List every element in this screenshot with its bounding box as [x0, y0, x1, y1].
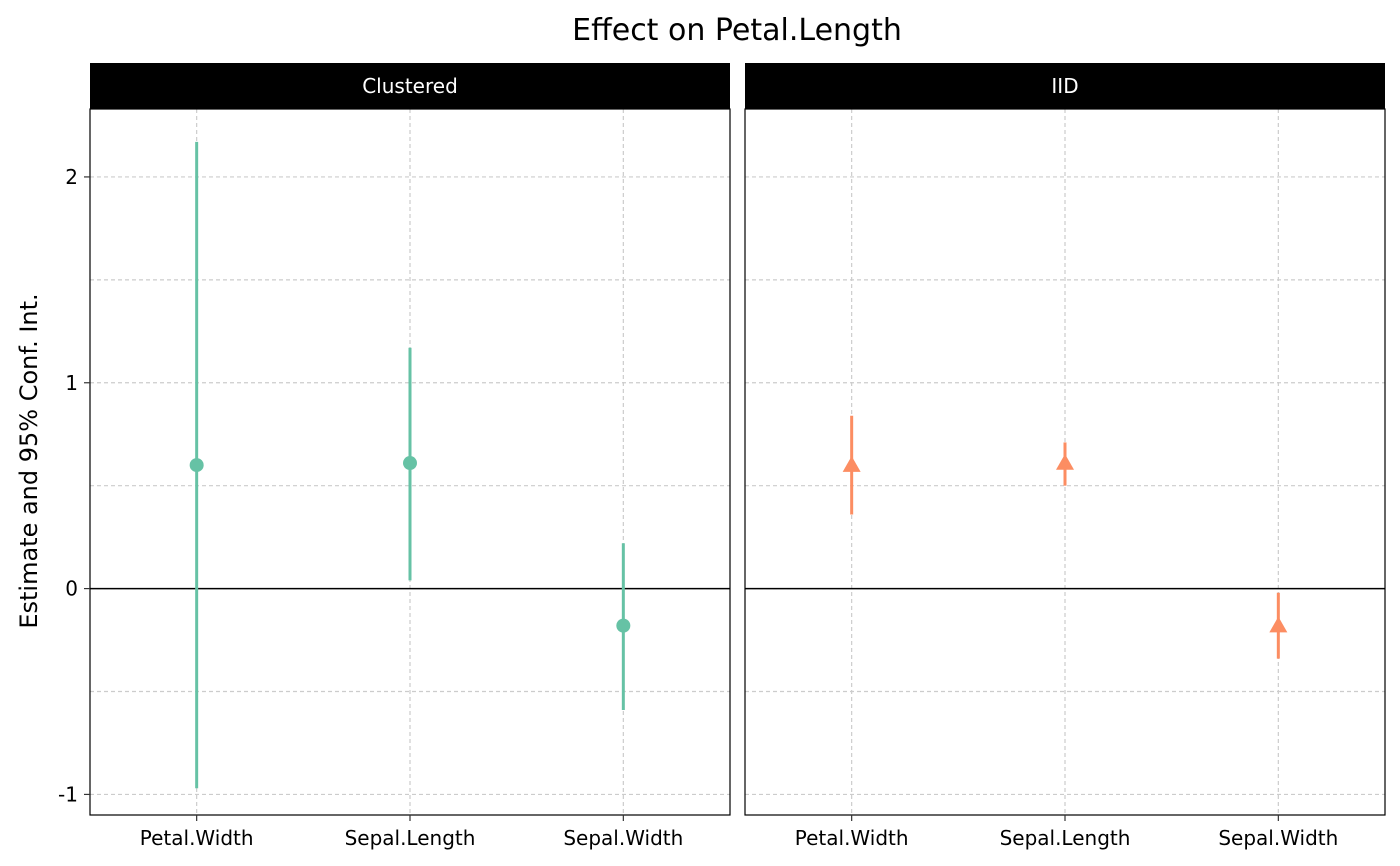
y-tick-label: 2: [65, 165, 78, 189]
panels-layer: Clustered Petal.Width Sepal.Length Sepal.Wi…: [89, 63, 1386, 850]
panel-strip: [745, 63, 1385, 109]
estimate-point-petal-width: [189, 458, 204, 473]
y-tick-label: 0: [65, 577, 78, 601]
estimate-point-sepal-length: [403, 456, 417, 471]
estimate-point-sepal-width: [616, 618, 631, 633]
panel-strip-label: IID: [1051, 74, 1078, 98]
y-axis: -1 0 1 2: [58, 165, 90, 806]
y-tick-label: -1: [58, 782, 78, 806]
panel-strip-label: Clustered: [362, 74, 458, 98]
x-tick-label: Sepal.Length: [1000, 826, 1131, 850]
y-tick-label: 1: [65, 371, 78, 395]
x-tick-label: Sepal.Width: [563, 826, 683, 850]
x-tick-label: Sepal.Length: [345, 826, 476, 850]
estimate-point-sepal-width: [1269, 616, 1288, 633]
x-tick-label: Petal.Width: [140, 826, 254, 850]
estimate-point-sepal-length: [1056, 454, 1074, 470]
x-tick-label: Sepal.Width: [1218, 826, 1338, 850]
panel-clustered: Clustered Petal.Width Sepal.Length Sepal.Wi…: [89, 63, 731, 850]
panel-iid: IID Petal.Width Sepal.Length Sepal.Width: [744, 63, 1386, 850]
panel-strip: [90, 63, 730, 109]
estimate-point-petal-width: [842, 456, 861, 472]
chart-title: Effect on Petal.Length: [572, 13, 902, 48]
x-tick-label: Petal.Width: [795, 826, 909, 850]
y-axis-title: Estimate and 95% Conf. Int.: [15, 293, 43, 628]
